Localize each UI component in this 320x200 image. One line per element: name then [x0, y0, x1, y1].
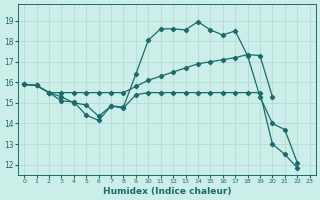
- X-axis label: Humidex (Indice chaleur): Humidex (Indice chaleur): [103, 187, 231, 196]
